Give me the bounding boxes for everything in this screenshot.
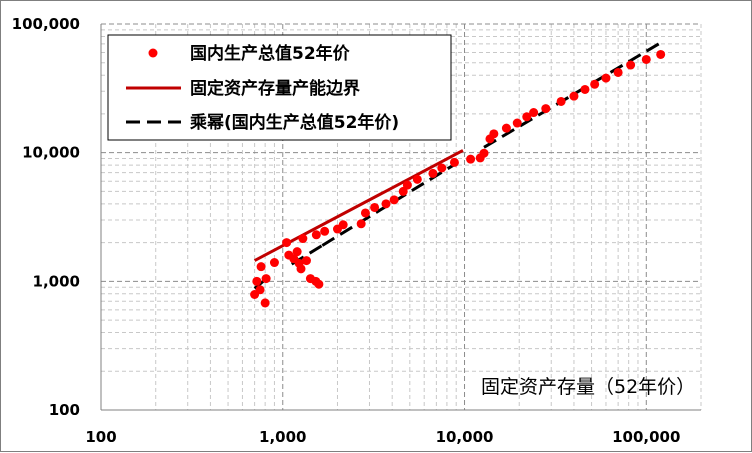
legend-label: 固定资产存量产能边界 [190,78,360,99]
plot-area-border [100,24,701,411]
gdp-data-point [466,154,476,164]
gdp-data-point [512,118,522,128]
x-tick-label: 100,000 [612,428,680,446]
y-tick-label: 1,000 [33,272,80,290]
series-layer [250,40,666,308]
gdp-data-point [541,104,551,114]
gdp-data-point [260,298,270,308]
gdp-data-point [656,49,666,59]
y-tick-label: 100,000 [12,15,80,33]
gdp-data-point [398,186,408,196]
gdp-data-point [556,96,566,106]
gdp-data-point [389,195,399,205]
tick-labels: 100 1,000 10,000 100,000 100 1,000 10,000 100,0… [12,15,681,446]
legend-label: 国内生产总值52年价 [190,43,351,64]
gdp-data-point [381,199,391,209]
gdp-data-point [412,174,422,184]
x-tick-label: 10,000 [436,428,494,446]
power-trendline-segment [483,40,664,149]
gdp-data-point [320,226,330,236]
gdp-data-point [256,262,266,272]
gdp-data-point [590,79,600,89]
gdp-data-point [449,157,459,167]
gdp-data-point [479,148,489,158]
gdp-data-point [437,163,447,173]
x-tick-label: 1,000 [259,428,306,446]
legend-item-capacity-boundary: 固定资产存量产能边界 [126,78,360,99]
legend-item-gdp: 国内生产总值52年价 [148,43,351,64]
gdp-data-point [356,219,366,229]
gdp-data-point [569,91,579,101]
gdp-data-point [301,256,311,266]
gdp-data-point [314,279,324,289]
gdp-data-point [282,238,292,248]
legend-marker-dot [148,48,158,58]
y-tick-label: 10,000 [22,144,80,162]
gdp-data-point [292,247,302,257]
gdp-data-point [255,285,265,295]
gdp-data-point [626,60,636,70]
gdp-data-point [311,230,321,240]
y-tick-label: 100 [49,401,80,419]
gdp-data-point [296,264,306,274]
gdp-data-point [428,168,438,178]
gdp-data-point [298,234,308,244]
gdp-data-point [613,67,623,77]
gdp-data-point [489,129,499,139]
gdp-data-point [580,84,590,94]
gdp-data-point [360,208,370,218]
gdp-data-point [522,112,532,122]
gdp-data-point [601,73,611,83]
gdp-data-point [261,274,271,284]
gdp-data-point [501,123,511,133]
gdp-data-point [269,258,279,268]
gdp-data-point [529,108,539,118]
x-axis-title: 固定资产存量（52年价） [481,376,695,398]
gdp-data-point [402,180,412,190]
gdp-data-point [641,54,651,64]
x-tick-label: 100 [85,428,116,446]
gdp-data-point [370,202,380,212]
legend-item-power-trendline: 乘幂(国内生产总值52年价) [126,112,399,133]
gdp-data-point [252,276,262,286]
gdp-data-point [338,220,348,230]
legend-label: 乘幂(国内生产总值52年价) [189,112,399,133]
series-gdp-points [250,49,666,308]
